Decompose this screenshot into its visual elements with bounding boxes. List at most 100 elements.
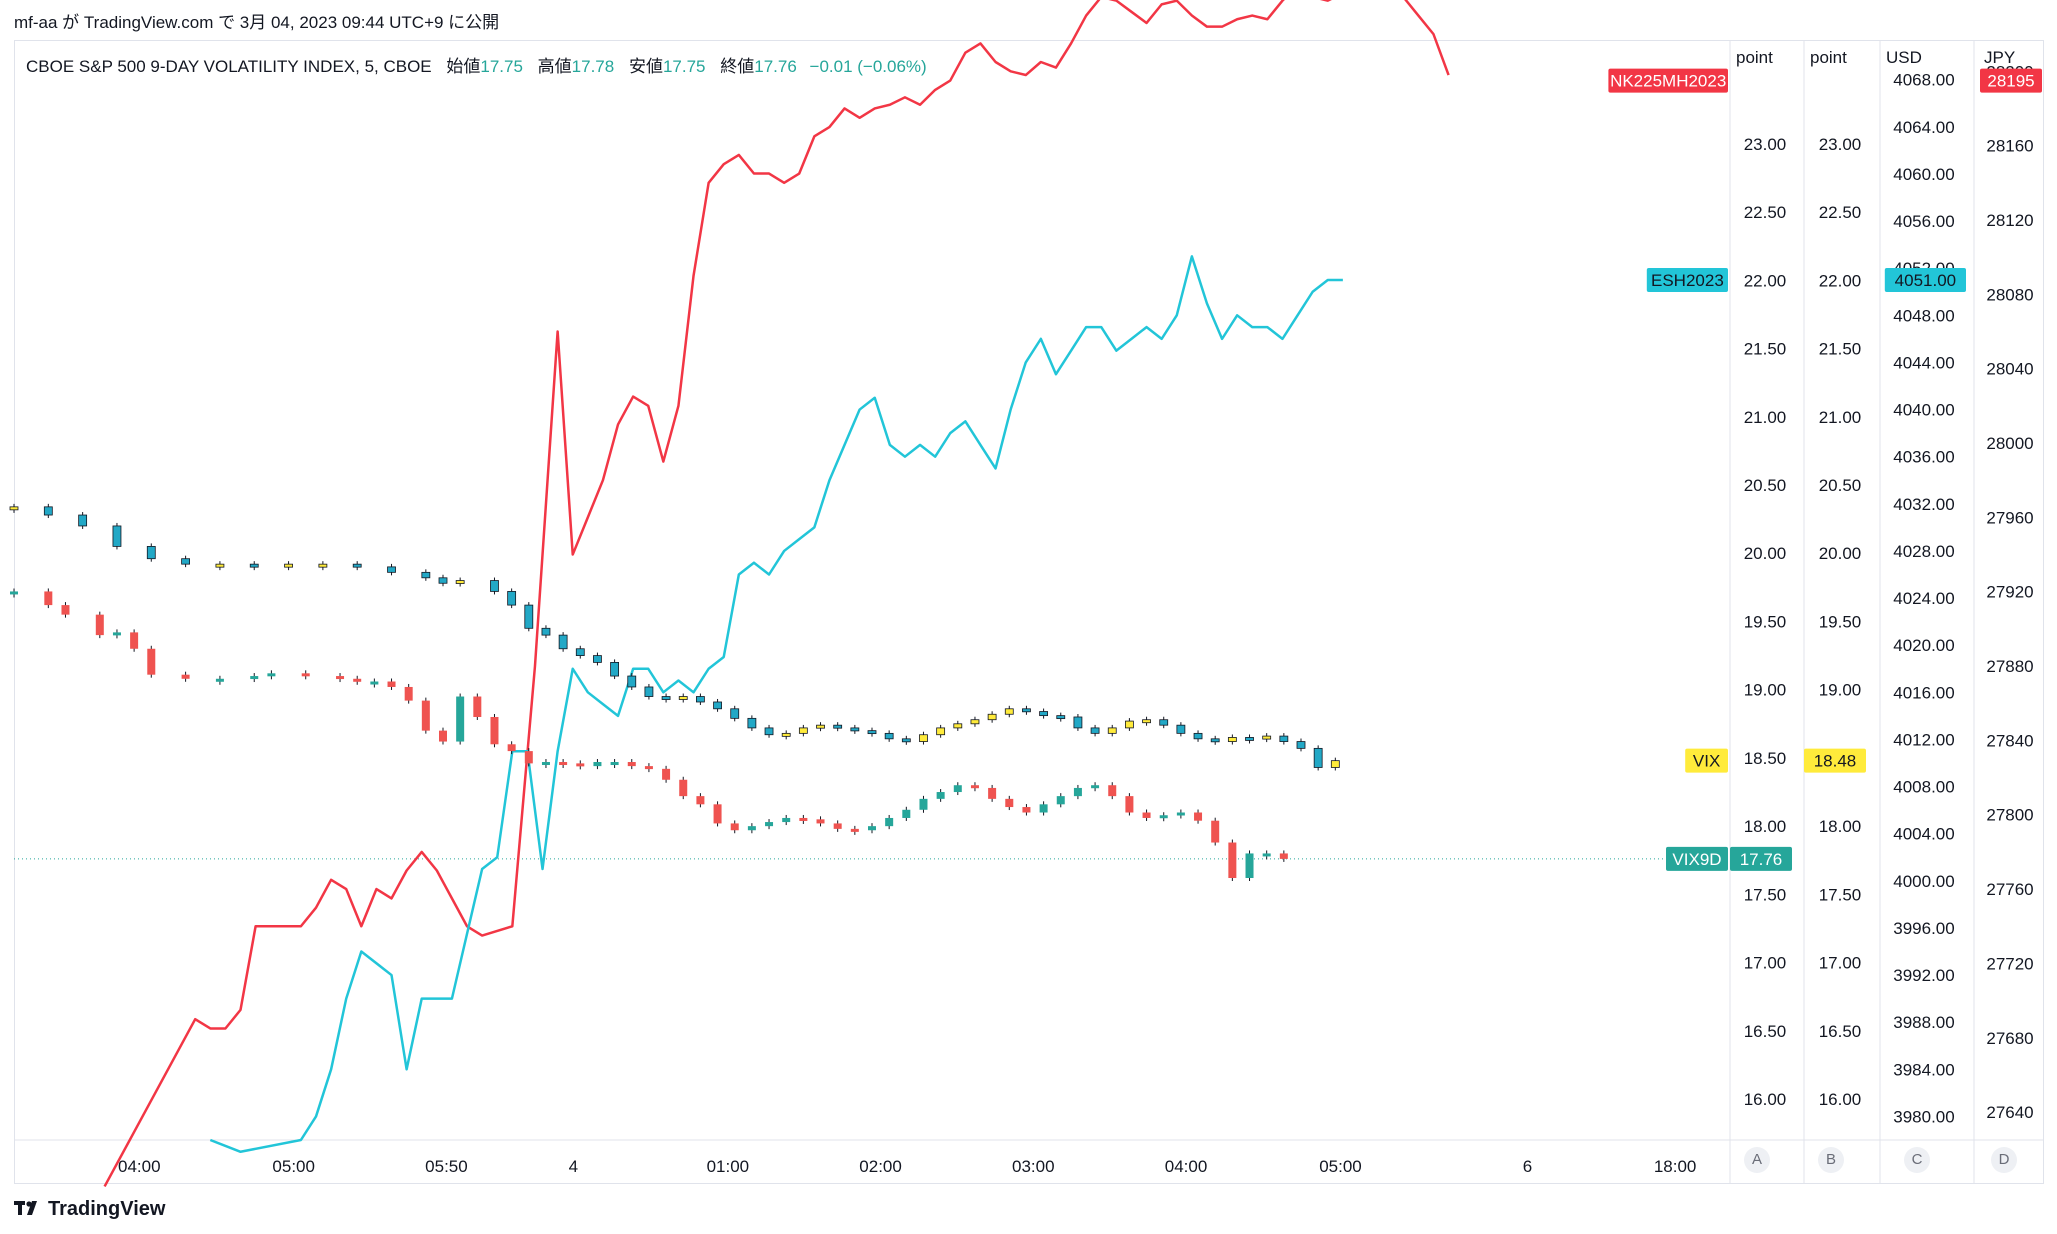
scale-c-tick-label: 4024.00	[1893, 589, 1954, 608]
scale-a-tick-label: 23.00	[1744, 135, 1787, 154]
nk225-price-tag-bg	[1980, 68, 2042, 93]
scale-b-tick-label: 16.00	[1819, 1090, 1862, 1109]
scale-c-tick-label: 4056.00	[1893, 212, 1954, 231]
footer-brand: TradingView	[48, 1198, 166, 1220]
scale-b-header: point	[1810, 48, 1847, 67]
vix-candle	[1073, 716, 1083, 729]
vix9d-candle	[1073, 787, 1082, 797]
scale-a-button[interactable]: A	[1744, 1147, 1770, 1173]
scale-c-tick-label: 4060.00	[1893, 165, 1954, 184]
scale-c-tick-label: 3996.00	[1893, 919, 1954, 938]
tradingview-footer[interactable]: TradingView	[14, 1198, 165, 1221]
vix9d-candle	[215, 678, 224, 682]
vix-name-tag: VIX	[1693, 752, 1720, 771]
vix-candle	[1313, 747, 1323, 768]
vix-candle	[901, 738, 911, 743]
scale-d-tick-label: 28040	[1986, 360, 2033, 379]
vix-candle	[1039, 711, 1048, 717]
scale-c-button[interactable]: C	[1904, 1147, 1930, 1173]
vix-candle	[1176, 724, 1186, 734]
chart-legend: CBOE S&P 500 9-DAY VOLATILITY INDEX, 5, …	[26, 52, 927, 77]
scale-c-tick-label: 4004.00	[1893, 825, 1954, 844]
scale-c-tick-label: 4068.00	[1893, 71, 1954, 90]
scale-c-tick-label: 4016.00	[1893, 683, 1954, 702]
scale-b-tick-label: 23.00	[1819, 135, 1862, 154]
scale-a-tick-label: 17.50	[1744, 885, 1787, 904]
vix9d-price-tag-bg	[1730, 846, 1792, 871]
vix9d-candle	[713, 804, 722, 824]
vix-candle	[678, 696, 688, 700]
vix-candle	[541, 627, 551, 636]
scale-a-tick-label: 22.00	[1744, 271, 1787, 290]
scale-a-tick-label: 20.00	[1744, 544, 1787, 563]
scale-a-tick-label: 20.50	[1744, 476, 1787, 495]
scale-b-tick-label: 20.00	[1819, 544, 1862, 563]
vix9d-candle	[902, 809, 911, 818]
vix9d-candle	[456, 696, 465, 742]
scale-c-tick-label: 4020.00	[1893, 636, 1954, 655]
scale-c-tick-label: 4012.00	[1893, 730, 1954, 749]
vix-candle	[919, 734, 928, 742]
vix9d-candle	[1108, 785, 1117, 797]
scale-c-tick-label: 4064.00	[1893, 118, 1954, 137]
scale-c-tick-label: 4028.00	[1893, 542, 1954, 561]
vix9d-candle	[473, 696, 482, 717]
vix9d-candle	[181, 674, 190, 679]
scale-a-tick-label: 17.00	[1744, 954, 1787, 973]
scale-c-tick-label: 4032.00	[1893, 495, 1954, 514]
vix-candle	[593, 655, 602, 663]
vix-candle	[764, 727, 774, 736]
vix9d-candle	[850, 828, 859, 832]
scale-d-tick-label: 27920	[1986, 583, 2033, 602]
vix9d-candle	[1211, 820, 1220, 843]
vix-candle	[730, 708, 740, 719]
vix9d-candle	[679, 779, 688, 797]
vix-candle	[438, 577, 448, 584]
vix9d-candle	[301, 673, 310, 677]
scale-b-tick-label: 19.50	[1819, 612, 1862, 631]
vix-candle	[696, 696, 705, 703]
vix-candle	[867, 730, 877, 735]
scale-c-tick-label: 3984.00	[1893, 1060, 1954, 1079]
vix9d-candle	[1125, 796, 1134, 813]
vix9d-candle	[541, 762, 550, 766]
time-axis-tick-label: 05:00	[272, 1157, 315, 1176]
scale-b-tick-label: 21.50	[1819, 340, 1862, 359]
vix9d-candle	[593, 762, 602, 767]
scale-b-button[interactable]: B	[1818, 1147, 1844, 1173]
scale-d-tick-label: 27720	[1986, 954, 2033, 973]
vix9d-candle	[490, 716, 499, 745]
scale-a-tick-label: 18.00	[1744, 817, 1787, 836]
scale-d-tick-label: 28000	[1986, 434, 2033, 453]
scale-c-tick-label: 4036.00	[1893, 448, 1954, 467]
vix-candle	[1193, 732, 1203, 740]
vix9d-candle	[507, 744, 516, 752]
scale-c-tick-label: 4040.00	[1893, 401, 1954, 420]
vix9d-candle	[370, 681, 379, 685]
vix9d-candle	[1194, 812, 1203, 821]
vix-candle	[713, 701, 722, 710]
vix9d-price-tag: 17.76	[1740, 850, 1783, 869]
scale-c-tick-label: 3992.00	[1893, 966, 1954, 985]
scale-c-tick-label: 4048.00	[1893, 306, 1954, 325]
vix-candle	[146, 546, 156, 560]
vix-candle	[249, 563, 259, 568]
scale-b-tick-label: 22.00	[1819, 271, 1862, 290]
scale-a-tick-label: 19.00	[1744, 681, 1787, 700]
vix9d-candle	[730, 823, 739, 831]
vix9d-candle	[782, 817, 791, 823]
vix-candle	[644, 686, 654, 697]
vix9d-name-tag-bg	[1666, 846, 1728, 871]
scale-d-button[interactable]: D	[1991, 1147, 2017, 1173]
vix9d-candle	[559, 762, 568, 766]
vix-price-tag: 18.48	[1814, 752, 1857, 771]
vix9d-candle	[1022, 807, 1031, 813]
vix9d-candle	[336, 676, 345, 680]
time-axis-tick-label: 6	[1523, 1157, 1532, 1176]
time-axis-tick-label: 02:00	[859, 1157, 902, 1176]
scale-a-tick-label: 21.00	[1744, 408, 1787, 427]
vix9d-candle	[130, 632, 139, 649]
vix-candle	[1090, 727, 1100, 734]
vix9d-candle	[919, 798, 928, 810]
